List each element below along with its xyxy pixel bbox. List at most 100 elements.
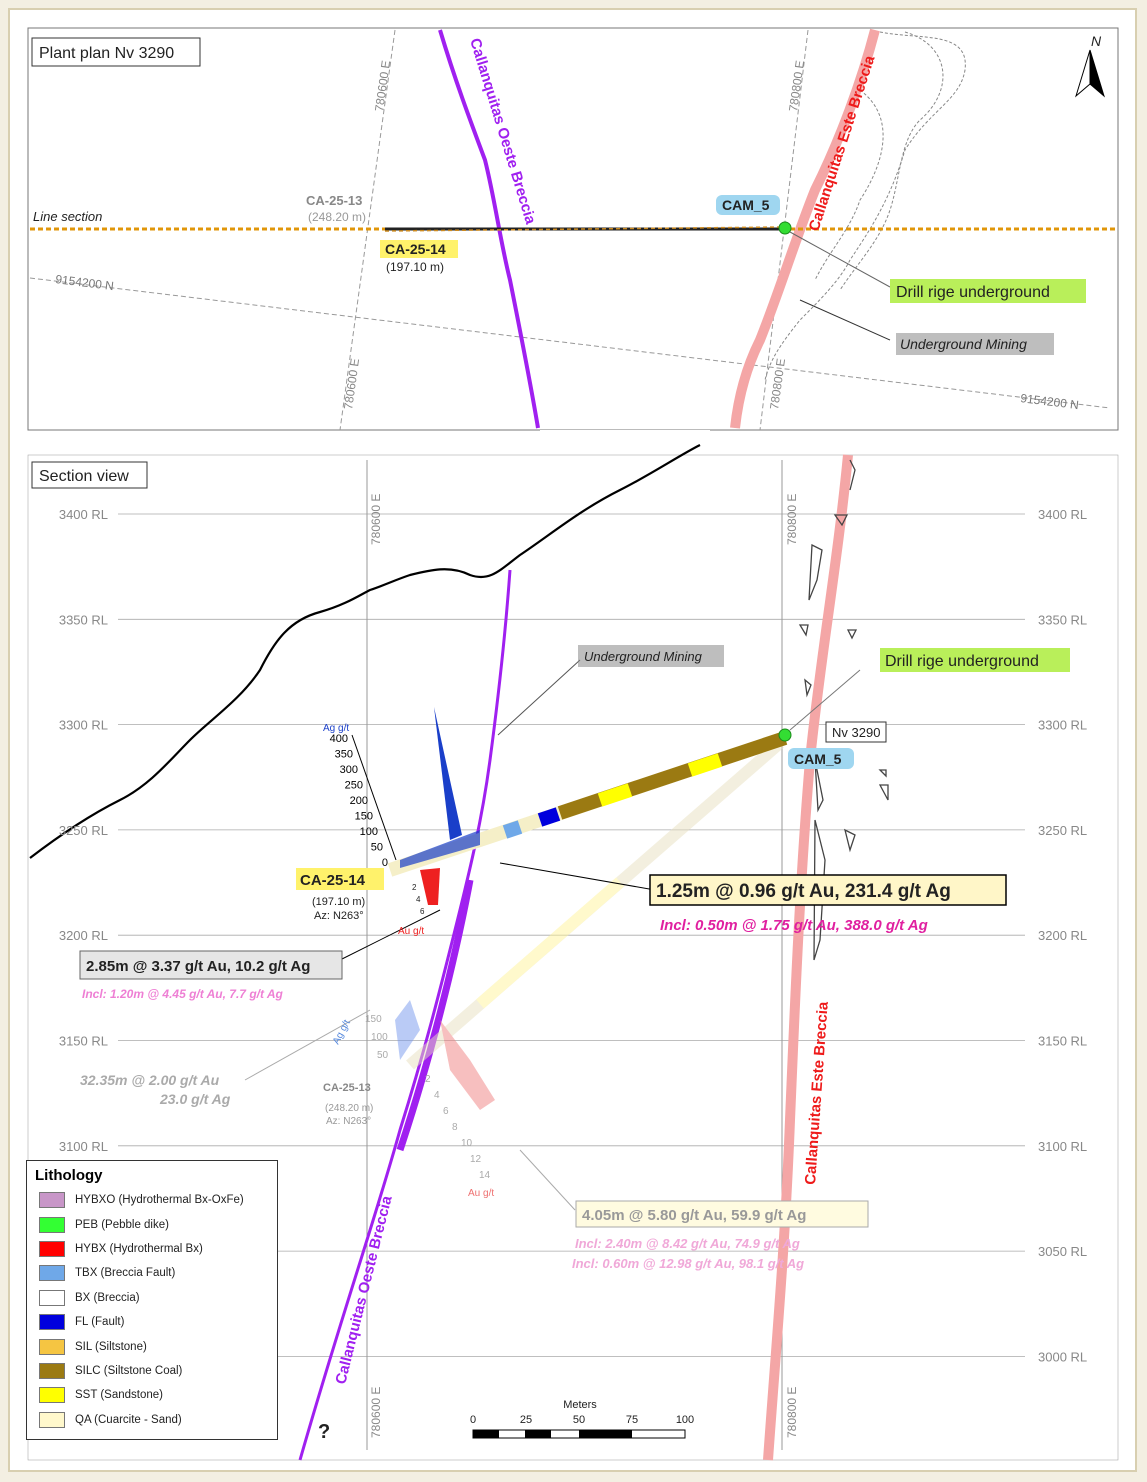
section-cam5-label: CAM_5 bbox=[794, 751, 842, 767]
scale-title: Meters bbox=[563, 1399, 597, 1411]
section-title-box bbox=[31, 461, 148, 489]
rl-label-right: 3050 RL bbox=[1038, 1244, 1087, 1259]
legend-swatch bbox=[39, 1338, 65, 1355]
drillhole-14-fault bbox=[537, 807, 561, 827]
rl-label-left: 3150 RL bbox=[59, 1034, 108, 1049]
legend-item: HYBX (Hydrothermal Bx) bbox=[27, 1237, 277, 1261]
legend-swatch bbox=[39, 1216, 65, 1233]
ag-tick-label: 250 bbox=[345, 780, 363, 792]
ag-tick-label: 300 bbox=[340, 764, 358, 776]
au-tick-label: 2 bbox=[412, 883, 417, 892]
third-intercept-leader bbox=[244, 1009, 371, 1081]
lithology-legend: Lithology HYBXO (Hydrothermal Bx-OxFe) PE… bbox=[26, 1160, 278, 1440]
main-intercept-incl: Incl: 0.50m @ 1.75 g/t Au, 388.0 g/t Ag bbox=[660, 917, 928, 934]
plan-hole-13-label: CA-25-13 bbox=[306, 193, 362, 208]
ag-tick-label: 0 bbox=[382, 857, 388, 869]
rl-label-right: 3250 RL bbox=[1038, 823, 1087, 838]
ag-tick-label: 100 bbox=[360, 826, 378, 838]
section-easting-label-4: 780800 E bbox=[785, 1387, 799, 1438]
au-tick-label-13: 12 bbox=[470, 1154, 482, 1165]
section-hole-14-length: (197.10 m) bbox=[312, 896, 365, 908]
plan-line-section-label: Line section bbox=[33, 209, 102, 224]
ag-tick-label: 200 bbox=[350, 795, 368, 807]
legend-label: SST (Sandstone) bbox=[75, 1389, 164, 1402]
main-intercept-leader bbox=[499, 862, 656, 891]
section-drill-rig-label: Drill rige underground bbox=[885, 653, 1039, 670]
rl-label-left: 3200 RL bbox=[59, 928, 108, 943]
rl-label-left: 3400 RL bbox=[59, 507, 108, 522]
section-hole-13-length: (248.20 m) bbox=[325, 1103, 373, 1114]
drillhole-14-group bbox=[387, 707, 792, 905]
section-este-breccia bbox=[763, 454, 853, 1461]
plan-title: Plant plan Nv 3290 bbox=[39, 45, 174, 62]
plan-underground-outline-2 bbox=[839, 31, 944, 291]
plan-cam5-highlight bbox=[716, 195, 780, 215]
section-hole-14-label: CA-25-14 bbox=[300, 872, 366, 889]
legend-label: TBX (Breccia Fault) bbox=[75, 1267, 176, 1280]
legend-item: SST (Sandstone) bbox=[27, 1383, 277, 1407]
au-tick-label-13: 2 bbox=[425, 1074, 431, 1085]
drillhole-13-ag-bars bbox=[395, 1000, 420, 1060]
ag-axis-14 bbox=[351, 734, 397, 861]
second-intercept-label: 2.85m @ 3.37 g/t Au, 10.2 g/t Ag bbox=[86, 958, 310, 975]
scale-tick-label: 25 bbox=[520, 1414, 532, 1426]
drillhole-14-ag-spike bbox=[434, 707, 462, 840]
section-hole-14-highlight bbox=[296, 868, 384, 890]
legend-swatch bbox=[39, 1265, 65, 1282]
legend-label: BX (Breccia) bbox=[75, 1291, 140, 1304]
ag-tick-label-13: 100 bbox=[371, 1032, 388, 1043]
legend-swatch bbox=[39, 1362, 65, 1379]
ag-tick-label: 350 bbox=[335, 749, 353, 761]
legend-label: PEB (Pebble dike) bbox=[75, 1218, 169, 1231]
plan-hole-14-length: (197.10 m) bbox=[386, 260, 444, 274]
fourth-intercept-label: 4.05m @ 5.80 g/t Au, 59.9 g/t Ag bbox=[582, 1207, 806, 1224]
topography-line bbox=[29, 444, 701, 859]
plan-underground-leader bbox=[799, 299, 891, 341]
au-tick-label-13: 8 bbox=[452, 1122, 458, 1133]
au-tick-label: 6 bbox=[420, 907, 425, 916]
scale-tick-label: 0 bbox=[470, 1414, 476, 1426]
plan-grid-northing bbox=[29, 277, 1111, 409]
nv-box bbox=[825, 721, 887, 743]
au-tick-label: 4 bbox=[416, 895, 421, 904]
plan-drill-trace-13 bbox=[384, 226, 786, 232]
section-hole-13-az: Az: N263° bbox=[326, 1116, 371, 1127]
main-intercept-box bbox=[649, 874, 1007, 906]
plan-underground-label: Underground Mining bbox=[900, 336, 1027, 352]
section-easting-label-3: 780600 E bbox=[369, 1387, 383, 1438]
rl-label-right: 3000 RL bbox=[1038, 1349, 1087, 1364]
rl-label-left: 3250 RL bbox=[59, 823, 108, 838]
second-intercept-leader bbox=[339, 909, 441, 961]
rl-label-left: 3100 RL bbox=[59, 1139, 108, 1154]
legend-item: QA (Cuarcite - Sand) bbox=[27, 1408, 277, 1432]
legend-label: SIL (Siltstone) bbox=[75, 1340, 147, 1353]
drillhole-14-au-bars bbox=[420, 868, 440, 905]
second-intercept-incl: Incl: 1.20m @ 4.45 g/t Au, 7.7 g/t Ag bbox=[82, 987, 284, 1001]
north-label: N bbox=[1091, 33, 1102, 49]
ag-tick-label-13: 150 bbox=[365, 1014, 382, 1025]
legend-item: TBX (Breccia Fault) bbox=[27, 1261, 277, 1285]
plan-underground-outline-3 bbox=[814, 89, 884, 281]
plan-title-box bbox=[31, 37, 201, 67]
plan-drill-rig-leader bbox=[789, 231, 891, 288]
au-axis-label: Au g/t bbox=[398, 926, 424, 937]
north-arrow-icon bbox=[1075, 49, 1105, 98]
nv-label: Nv 3290 bbox=[832, 725, 880, 740]
drillhole-14-breccia-fault bbox=[502, 820, 523, 839]
third-intercept-line2: 23.0 g/t Ag bbox=[159, 1091, 231, 1107]
ag-tick-label-13: 50 bbox=[377, 1050, 389, 1061]
legend-swatch bbox=[39, 1387, 65, 1404]
second-intercept-box bbox=[79, 950, 343, 980]
legend-label: HYBXO (Hydrothermal Bx-OxFe) bbox=[75, 1194, 244, 1207]
ag-tick-label: 150 bbox=[355, 811, 373, 823]
section-easting-label-2: 780800 E bbox=[785, 494, 799, 545]
rl-label-right: 3150 RL bbox=[1038, 1034, 1087, 1049]
drillhole-13-sandstone bbox=[476, 877, 624, 1009]
section-underground-highlight bbox=[578, 645, 724, 667]
legend-swatch bbox=[39, 1289, 65, 1306]
legend-label: FL (Fault) bbox=[75, 1316, 125, 1329]
plan-oeste-breccia bbox=[438, 29, 540, 429]
plan-drill-rig-label: Drill rige underground bbox=[896, 284, 1050, 301]
section-easting-label-1: 780600 E bbox=[369, 494, 383, 545]
